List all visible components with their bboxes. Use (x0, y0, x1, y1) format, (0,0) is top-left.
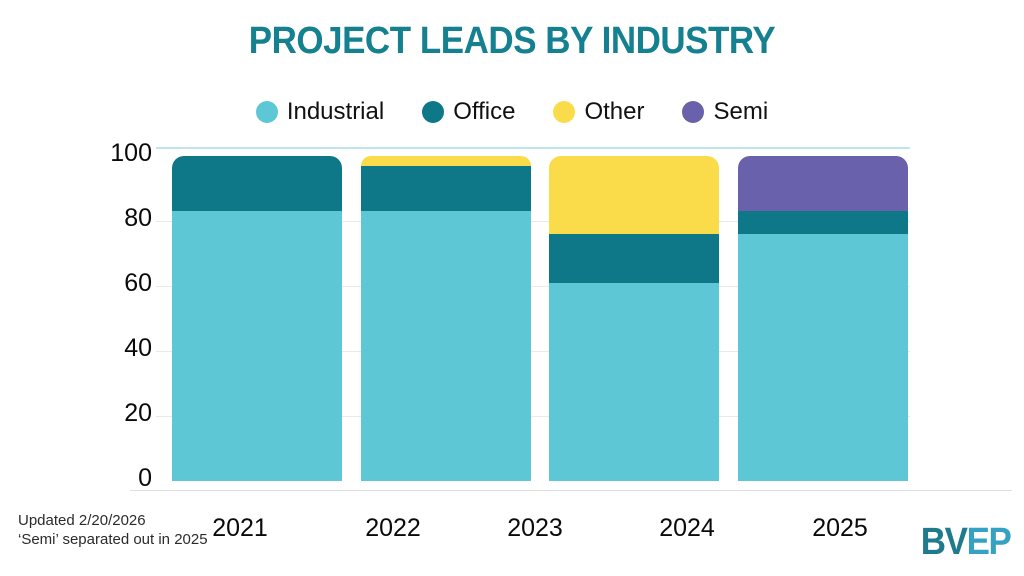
y-tick-label-60: 60 (124, 269, 152, 297)
gridline-20 (156, 416, 910, 417)
legend-swatch-industrial (255, 101, 278, 123)
bar-2025-segment-industrial (738, 234, 908, 481)
plot-top-border (156, 147, 910, 149)
chart-title: PROJECT LEADS BY INDUSTRY (248, 20, 776, 62)
x-tick-label-2025: 2025 (812, 514, 868, 542)
bar-2022-segment-office (361, 165, 531, 212)
gridline-40 (156, 351, 910, 352)
logo-part-ep: EP (966, 521, 1011, 563)
footnote-semi: ‘Semi’ separated out in 2025 (18, 531, 208, 548)
legend-swatch-office (422, 101, 445, 123)
legend-item-other: Other (553, 99, 644, 125)
y-tick-label-80: 80 (124, 204, 152, 232)
x-axis-baseline (130, 490, 1012, 491)
bar-2022-segment-industrial (361, 211, 531, 481)
legend-label: Semi (713, 98, 769, 125)
bar-2021-segment-office (172, 156, 342, 212)
y-tick-label-20: 20 (124, 399, 152, 427)
footnote-updated: Updated 2/20/2026 (18, 512, 146, 529)
x-tick-label-2024: 2024 (659, 514, 715, 542)
legend-label: Office (453, 98, 516, 125)
bar-2024-segment-office (549, 234, 719, 283)
y-tick-label-40: 40 (124, 334, 152, 362)
logo-part-bv: BV (920, 521, 967, 563)
legend-item-industrial: Industrial (255, 98, 385, 125)
legend-label: Industrial (286, 98, 385, 125)
bar-2024-segment-industrial (549, 282, 719, 481)
x-tick-label-2022: 2022 (365, 514, 421, 542)
legend: Industrial Office Other Semi (0, 98, 1024, 126)
x-tick-label-2021: 2021 (212, 514, 268, 542)
y-tick-label-0: 0 (138, 464, 152, 492)
gridline-60 (156, 286, 910, 287)
bvep-logo: BVEP (920, 521, 1011, 564)
bar-2025-segment-semi (738, 156, 908, 212)
gridline-80 (156, 221, 910, 222)
bar-2022-segment-other (361, 156, 531, 166)
bar-2024-segment-other (549, 156, 719, 234)
footnote: Updated 2/20/2026 ‘Semi’ separated out i… (18, 511, 208, 549)
legend-swatch-semi (682, 101, 705, 123)
legend-item-office: Office (422, 99, 515, 125)
bar-2021-segment-industrial (172, 211, 342, 481)
y-tick-label-100: 100 (110, 139, 152, 167)
legend-label: Other (584, 98, 645, 125)
bar-2025-segment-office (738, 211, 908, 234)
x-tick-label-2023: 2023 (507, 514, 563, 542)
legend-swatch-other (553, 101, 576, 123)
legend-item-semi: Semi (682, 99, 768, 125)
